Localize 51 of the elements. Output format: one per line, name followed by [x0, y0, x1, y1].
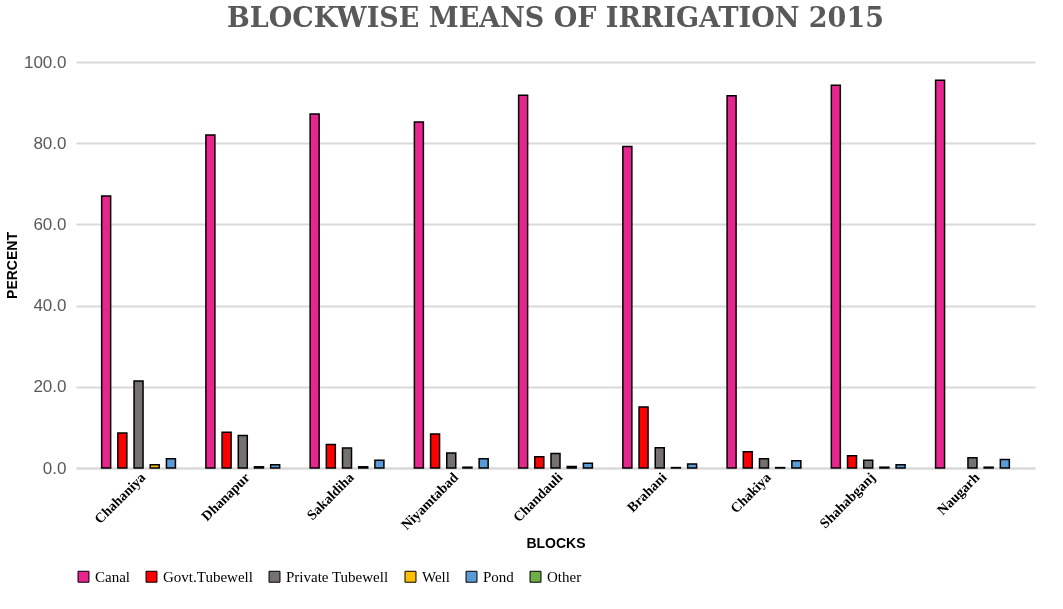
bar: [413, 121, 425, 469]
bar: [325, 443, 337, 469]
bar: [622, 145, 633, 469]
y-axis-title: PERCENT: [3, 231, 20, 299]
bar: [846, 455, 858, 469]
bar: [654, 446, 665, 469]
bar: [934, 79, 946, 469]
legend-label: Other: [547, 568, 582, 585]
legend-label: Canal: [95, 568, 130, 585]
bar: [638, 406, 649, 469]
bar: [165, 457, 177, 469]
bar: [133, 380, 144, 469]
bar: [791, 459, 802, 469]
y-tick-label: 40.0: [33, 296, 67, 316]
legend-label: Pond: [483, 568, 515, 585]
bar: [517, 94, 529, 469]
bar: [149, 464, 160, 469]
y-tick-label: 100.0: [23, 52, 67, 72]
bar: [758, 457, 770, 469]
bar: [341, 447, 353, 469]
y-tick-label: 80.0: [33, 133, 67, 153]
bar: [429, 433, 441, 469]
bar: [446, 452, 457, 469]
bar: [742, 451, 754, 469]
bar: [478, 457, 489, 469]
y-tick-label: 60.0: [33, 214, 67, 234]
bar: [309, 113, 320, 469]
bar: [686, 463, 698, 469]
bar: [895, 464, 906, 469]
legend-label: Private Tubewell: [286, 568, 389, 585]
bar: [830, 84, 842, 469]
bar: [550, 452, 561, 469]
bar: [374, 459, 385, 469]
bar: [967, 457, 978, 469]
y-tick-label: 0.0: [42, 458, 67, 478]
legend-label: Well: [422, 568, 450, 585]
bar: [100, 195, 112, 469]
legend-label: Govt.Tubewell: [163, 568, 253, 585]
y-tick-label: 20.0: [33, 377, 67, 397]
bar: [582, 462, 594, 469]
bar: [205, 134, 216, 469]
bar: [726, 94, 737, 469]
bar: [862, 459, 874, 469]
bar: [117, 432, 128, 469]
x-axis-title: BLOCKS: [526, 534, 586, 551]
bar: [534, 455, 545, 469]
chart-title: BLOCKWISE MEANS OF IRRIGATION 2015: [227, 2, 884, 33]
bar: [221, 431, 232, 469]
bar: [269, 464, 281, 469]
bar: [999, 458, 1011, 469]
bar: [237, 434, 249, 469]
